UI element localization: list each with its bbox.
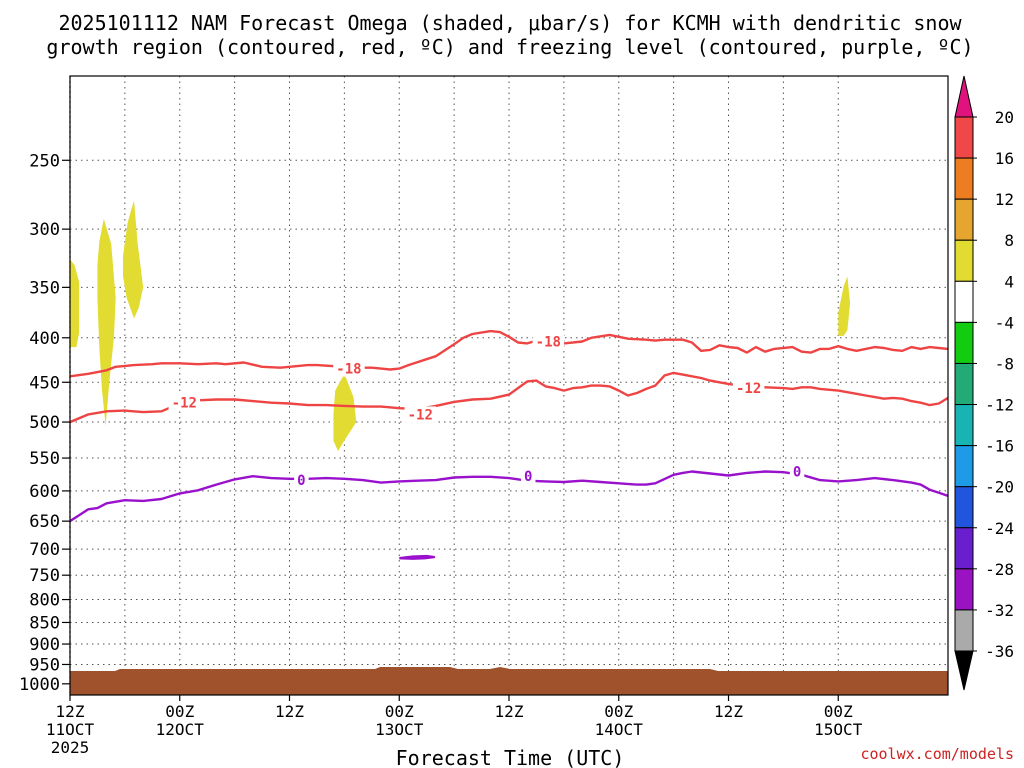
x-tick-label-60-line2: 14OCT (595, 720, 644, 739)
x-tick-label-84-line1: 00Z (824, 702, 853, 721)
colorbar-label-2: 12 (995, 190, 1014, 209)
colorbar-segment-8 (954, 404, 974, 447)
terrain-mask (70, 667, 948, 695)
y-tick-label-600: 600 (29, 482, 60, 502)
colorbar-segment-7 (954, 362, 974, 406)
colorbar-label-8: -16 (985, 437, 1014, 456)
colorbar: 20 16 12 8 4 -4 -8 -12 -16 -20 -24 -28 -32 -36 (954, 75, 1014, 691)
x-tick-label-12-line2: 12OCT (156, 720, 205, 739)
y-tick-label-850: 850 (29, 613, 60, 633)
omega-region-2 (97, 218, 116, 426)
omega-shading (70, 200, 851, 452)
colorbar-label-13: -36 (985, 642, 1014, 661)
chart-title-line-1: 2025101112 NAM Forecast Omega (shaded, μ… (58, 11, 962, 35)
y-tick-label-500: 500 (29, 413, 60, 433)
x-tick-label-0-line2: 11OCT (46, 720, 95, 739)
omega-region-3 (123, 200, 144, 319)
contour-0c-closed-contour (399, 554, 436, 560)
y-tick-label-1000: 1000 (19, 675, 60, 695)
x-tick-label-36-line2: 13OCT (375, 720, 424, 739)
colorbar-segment-12 (954, 568, 974, 611)
colorbar-label-0: 20 (995, 108, 1014, 127)
y-tick-label-250: 250 (29, 151, 60, 171)
temperature-contours: -18 -18 -12 -12 -12 0 0 0 (70, 329, 948, 560)
contour-label--18c-isotherm-2: -18 (536, 335, 561, 351)
contour-0c-isotherm (70, 470, 948, 523)
x-tick-label-0-line3: 2025 (51, 738, 90, 757)
x-tick-label-60-line1: 00Z (604, 702, 633, 721)
omega-region-4 (333, 373, 357, 452)
contour-label--18c-isotherm-1: -18 (336, 362, 361, 378)
contour-label-0c-isotherm-1: 0 (297, 473, 305, 489)
colorbar-segment-10 (954, 486, 974, 529)
y-axis: 2503003504004505005506006507007508008509… (19, 151, 70, 695)
y-tick-label-700: 700 (29, 540, 60, 560)
y-tick-label-900: 900 (29, 635, 60, 655)
x-tick-label-24-line1: 12Z (275, 702, 304, 721)
colorbar-label-5: -4 (995, 313, 1014, 332)
omega-region-1 (70, 259, 80, 348)
y-tick-label-300: 300 (29, 220, 60, 240)
contour-label-bg (789, 463, 805, 480)
contour-label-bg (333, 360, 365, 377)
y-tick-label-950: 950 (29, 655, 60, 675)
colorbar-segment-1 (954, 116, 974, 159)
colorbar-label-3: 8 (1004, 231, 1014, 250)
chart-title-line-2: growth region (contoured, red, ºC) and f… (46, 35, 973, 59)
colorbar-label-12: -32 (985, 601, 1014, 620)
colorbar-label-9: -20 (985, 478, 1014, 497)
omega-region-5 (838, 276, 851, 336)
colorbar-segment-6 (954, 321, 974, 364)
contour--12c-isotherm (70, 371, 948, 424)
x-tick-label-36-line1: 00Z (385, 702, 414, 721)
colorbar-segment-11 (954, 527, 974, 570)
contour-label-bg (168, 394, 201, 411)
contour-label--12c-isotherm-3: -12 (736, 381, 761, 397)
y-tick-label-650: 650 (29, 512, 60, 532)
contour--18c-isotherm (70, 329, 948, 378)
contour-label-0c-isotherm-3: 0 (793, 465, 801, 481)
contour-label-bg (532, 333, 565, 350)
colorbar-label-11: -28 (985, 560, 1014, 579)
y-tick-label-400: 400 (29, 329, 60, 349)
terrain-shape (70, 667, 948, 695)
colorbar-segment-5 (954, 280, 974, 323)
contour-label-bg (404, 406, 437, 423)
y-tick-label-550: 550 (29, 449, 60, 469)
y-tick-label-350: 350 (29, 278, 60, 298)
colorbar-top-arrow (954, 75, 974, 118)
colorbar-label-6: -8 (995, 354, 1014, 373)
x-tick-label-0-line1: 12Z (56, 702, 85, 721)
grid (69, 76, 948, 695)
colorbar-bottom-arrow (954, 650, 974, 691)
credit-text[interactable]: coolwx.com/models (860, 745, 1014, 763)
colorbar-segment-13 (954, 609, 974, 652)
x-axis-title: Forecast Time (UTC) (396, 746, 625, 768)
x-tick-label-48-line1: 12Z (495, 702, 524, 721)
contour-label-bg (294, 472, 309, 489)
x-tick-label-12-line1: 00Z (165, 702, 194, 721)
y-tick-label-800: 800 (29, 591, 60, 611)
contour-label-bg (732, 380, 765, 397)
y-tick-label-450: 450 (29, 373, 60, 393)
contour-label--12c-isotherm-2: -12 (408, 407, 433, 423)
contour-label-bg (520, 468, 536, 485)
colorbar-label-7: -12 (985, 396, 1014, 415)
colorbar-label-1: 16 (995, 149, 1014, 168)
colorbar-segment-3 (954, 198, 974, 241)
colorbar-segment-2 (954, 157, 974, 200)
y-tick-label-750: 750 (29, 566, 60, 586)
x-tick-label-84-line2: 15OCT (814, 720, 863, 739)
colorbar-segment-4 (954, 239, 974, 282)
x-tick-label-72-line1: 12Z (714, 702, 743, 721)
contour-label-0c-isotherm-2: 0 (524, 469, 532, 485)
colorbar-segment-9 (954, 445, 974, 488)
colorbar-label-4: 4 (1004, 272, 1014, 291)
contour-label--12c-isotherm-1: -12 (172, 396, 197, 412)
colorbar-label-10: -24 (985, 519, 1014, 538)
